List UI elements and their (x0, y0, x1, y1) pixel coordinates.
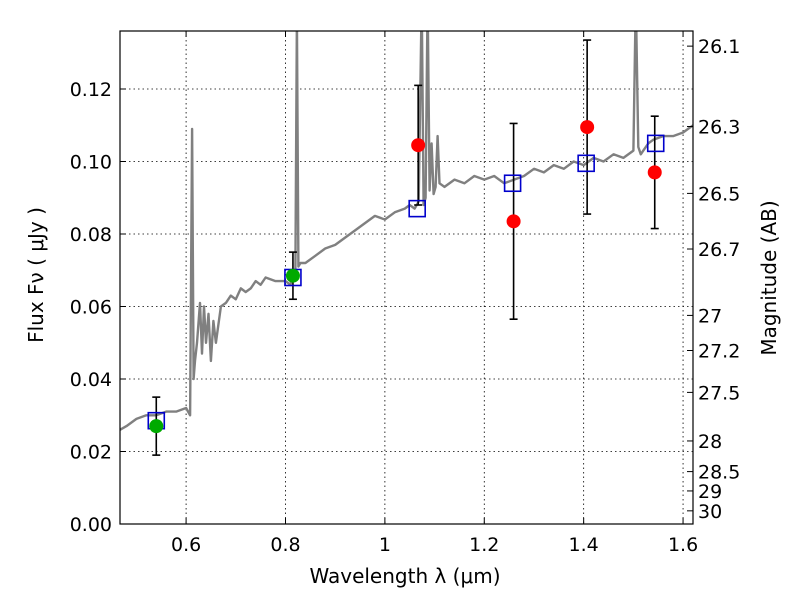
axis-labels: Wavelength λ (μm) Flux Fν ( μJy ) Magnit… (24, 200, 781, 588)
model-photometry-square (577, 154, 595, 173)
model-spectrum-line (120, 31, 693, 431)
measurement-point (647, 165, 662, 180)
y-tick-label: 0.08 (70, 224, 112, 246)
y-tick-label: 0.04 (70, 369, 112, 391)
gridlines (120, 31, 693, 524)
y-tick-label: 0.12 (70, 79, 112, 101)
axis-ticks: 0.6 0.8 1 1.2 1.4 1.6 0.00 0.02 0.04 0.06 0.08 0.10… (70, 31, 740, 556)
y-tick-label: 0.10 (70, 152, 112, 174)
right-tick-label: 28.5 (698, 462, 740, 484)
model-photometry-square (503, 174, 522, 193)
x-tick-label: 1.2 (469, 534, 499, 556)
right-tick-label: 29 (698, 481, 722, 503)
model-photometry-square (646, 134, 665, 153)
y-tick-label: 0.06 (70, 297, 112, 319)
measurement-point (411, 138, 426, 153)
x-tick-label: 1.6 (668, 534, 698, 556)
right-tick-label: 30 (698, 501, 722, 523)
y-tick-label: 0.02 (70, 442, 112, 464)
model-photometry-square (408, 199, 426, 218)
right-tick-label: 26.7 (698, 239, 740, 261)
x-tick-label: 0.8 (270, 534, 300, 556)
axes-frame (119, 30, 694, 525)
right-tick-label: 27.5 (698, 382, 740, 404)
right-tick-label: 26.1 (698, 36, 740, 58)
y-axis-label: Flux Fν ( μJy ) (24, 207, 48, 343)
x-tick-label: 1.4 (569, 534, 599, 556)
right-tick-label: 28 (698, 431, 722, 453)
right-tick-label: 26.5 (698, 183, 740, 205)
right-axis-label: Magnitude (AB) (757, 200, 781, 355)
measurement-point (506, 214, 521, 229)
x-tick-label: 0.6 (171, 534, 201, 556)
detection-point (285, 268, 300, 283)
measurement-point (580, 120, 595, 135)
plot-clipped (120, 31, 693, 456)
x-axis-label: Wavelength λ (μm) (309, 564, 500, 588)
right-tick-label: 27 (698, 305, 722, 327)
y-tick-label: 0.00 (70, 514, 112, 536)
plot-area (120, 31, 693, 456)
detection-point (149, 419, 164, 434)
right-tick-label: 27.2 (698, 340, 740, 362)
x-tick-label: 1 (379, 534, 391, 556)
right-tick-label: 26.3 (698, 117, 740, 139)
